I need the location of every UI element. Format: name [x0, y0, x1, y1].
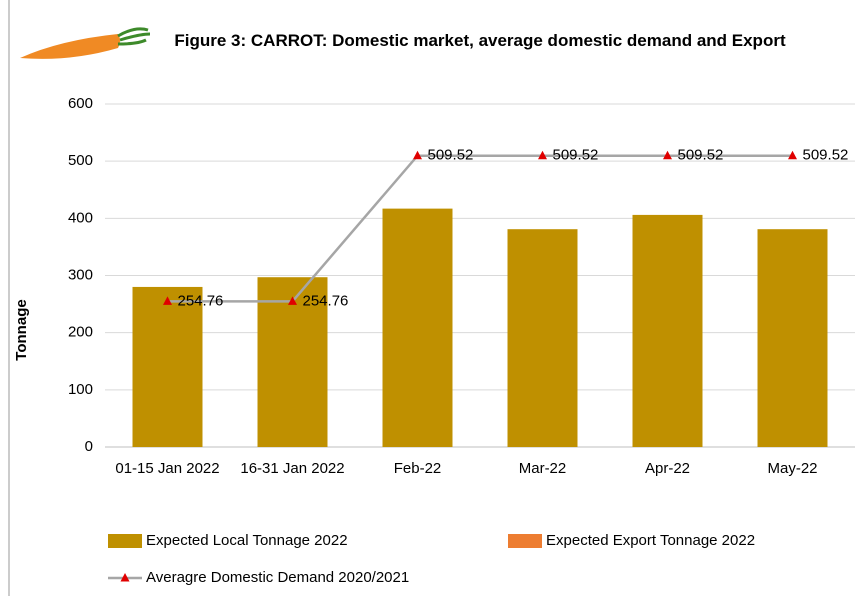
bar — [508, 229, 578, 447]
legend-label: Expected Local Tonnage 2022 — [146, 532, 348, 549]
data-label: 509.52 — [803, 147, 849, 164]
x-tick-label: Mar-22 — [519, 460, 567, 477]
y-tick-label: 300 — [68, 266, 93, 283]
bar — [633, 215, 703, 447]
y-tick-label: 0 — [85, 438, 93, 455]
legend-swatch — [508, 534, 542, 548]
data-label: 254.76 — [178, 292, 224, 309]
x-tick-label: Feb-22 — [394, 460, 442, 477]
bar — [133, 287, 203, 447]
legend-swatch — [108, 534, 142, 548]
y-tick-label: 200 — [68, 324, 93, 341]
data-label: 509.52 — [428, 147, 474, 164]
data-label: 509.52 — [678, 147, 724, 164]
carrot-icon — [20, 29, 150, 59]
x-tick-label: 01-15 Jan 2022 — [115, 460, 219, 477]
data-label: 254.76 — [303, 292, 349, 309]
y-tick-label: 500 — [68, 152, 93, 169]
chart: Tonnage 0 100 200 300 400 500 600 01-15 Jan 202… — [0, 0, 860, 596]
data-label: 509.52 — [553, 147, 599, 164]
bar — [758, 229, 828, 447]
x-tick-label: May-22 — [767, 460, 817, 477]
y-tick-label: 600 — [68, 95, 93, 112]
page: Tonnage 0 100 200 300 400 500 600 01-15 Jan 202… — [0, 0, 860, 596]
chart-title: Figure 3: CARROT: Domestic market, avera… — [160, 30, 800, 52]
x-tick-label: Apr-22 — [645, 460, 690, 477]
y-tick-label: 100 — [68, 381, 93, 398]
y-tick-label: 400 — [68, 209, 93, 226]
legend-label: Expected Export Tonnage 2022 — [546, 532, 755, 549]
y-axis-label: Tonnage — [13, 299, 30, 360]
bar — [383, 209, 453, 447]
x-tick-label: 16-31 Jan 2022 — [240, 460, 344, 477]
legend-label: Averagre Domestic Demand 2020/2021 — [146, 569, 409, 586]
